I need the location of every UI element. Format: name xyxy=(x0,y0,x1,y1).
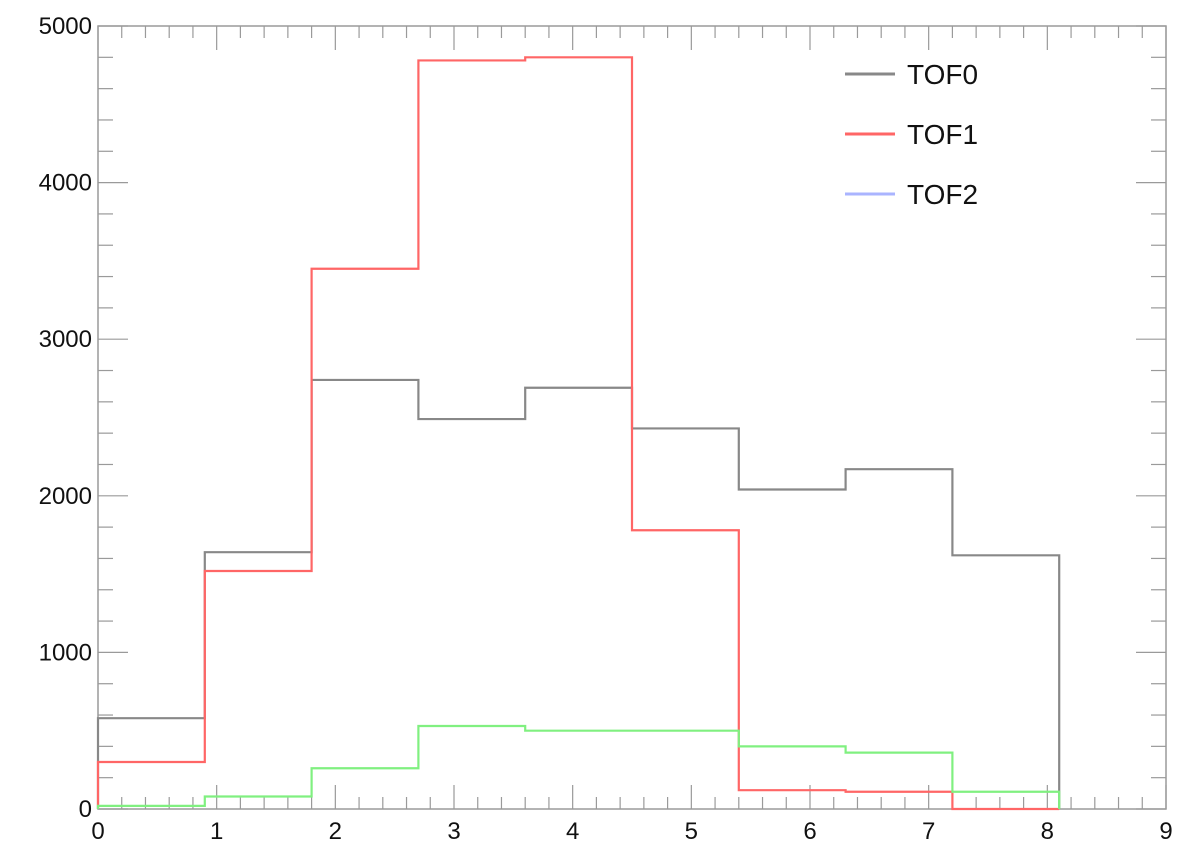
y-tick-label: 3000 xyxy=(39,326,92,353)
y-tick-label: 4000 xyxy=(39,170,92,197)
histogram-series-2 xyxy=(96,724,1061,809)
y-tick-label: 5000 xyxy=(39,13,92,40)
histogram-series-0 xyxy=(96,378,1061,809)
y-tick-label: 2000 xyxy=(39,483,92,510)
x-tick-label: 6 xyxy=(803,818,816,845)
x-tick-label: 5 xyxy=(685,818,698,845)
x-tick-label: 1 xyxy=(210,818,223,845)
x-axis-ticks: 0 1 2 3 4 5 6 7 8 9 xyxy=(91,26,1173,845)
histogram-series-1 xyxy=(96,56,1060,811)
y-axis-ticks: 0 1000 2000 3000 4000 5000 xyxy=(39,13,1166,823)
y-tick-label: 1000 xyxy=(39,639,92,666)
legend: TOF0 TOF1 TOF2 xyxy=(845,59,978,210)
x-tick-label: 8 xyxy=(1041,818,1054,845)
legend-label-tof2: TOF2 xyxy=(907,179,978,210)
x-tick-label: 0 xyxy=(91,818,104,845)
x-tick-label: 2 xyxy=(329,818,342,845)
x-tick-label: 4 xyxy=(566,818,579,845)
legend-label-tof0: TOF0 xyxy=(907,59,978,90)
x-tick-label: 7 xyxy=(922,818,935,845)
series-layer xyxy=(96,56,1061,811)
x-tick-label: 3 xyxy=(447,818,460,845)
legend-label-tof1: TOF1 xyxy=(907,119,978,150)
x-tick-label: 9 xyxy=(1159,818,1172,845)
y-tick-label: 0 xyxy=(79,796,92,823)
